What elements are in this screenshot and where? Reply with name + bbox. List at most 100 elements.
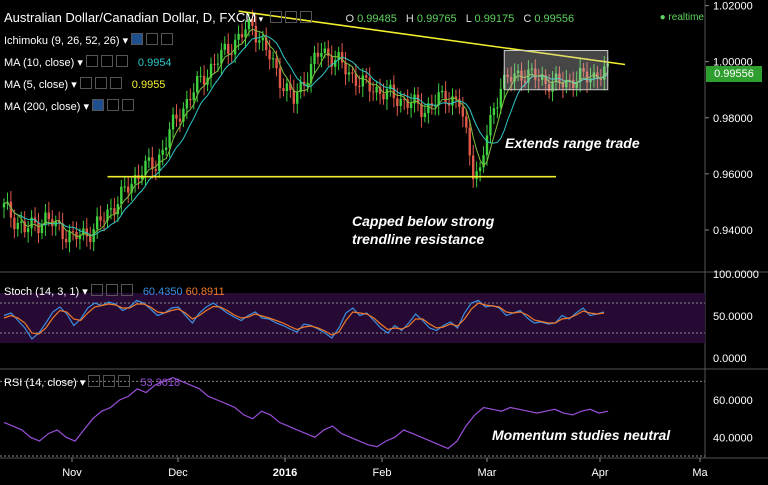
candle-body: [420, 103, 423, 118]
candle-body: [572, 79, 575, 89]
candle-body: [558, 73, 561, 82]
show-icon[interactable]: [131, 33, 144, 45]
candle-body: [534, 68, 537, 80]
candle-body: [71, 231, 75, 233]
realtime-dot-icon: ●: [659, 12, 666, 23]
candle-body: [78, 235, 82, 240]
candle-body: [461, 107, 465, 117]
candle-body: [406, 99, 409, 108]
close-icon[interactable]: [115, 55, 128, 67]
legend-rsi[interactable]: RSI (14, close) ▾ 53.3018: [4, 375, 180, 389]
candle-body: [44, 212, 47, 226]
show-icon[interactable]: [88, 375, 101, 387]
candle-body: [468, 127, 471, 156]
realtime-indicator[interactable]: ● realtime: [660, 12, 704, 23]
time-tick-label: Mar: [478, 467, 497, 479]
candle-body: [334, 59, 337, 67]
candle-body: [485, 135, 489, 156]
candle-body: [95, 216, 99, 230]
candle-body: [413, 94, 416, 104]
candle-body: [323, 48, 327, 54]
candle-body: [603, 66, 606, 80]
chevron-down-icon[interactable]: ▾: [77, 57, 83, 69]
chevron-down-icon[interactable]: ▾: [82, 286, 88, 298]
candle-body: [113, 208, 116, 215]
legend-ma5[interactable]: MA (5, close) ▾ 0.9955: [4, 77, 165, 91]
candle-body: [185, 99, 189, 109]
candle-body: [392, 84, 396, 99]
chevron-down-icon[interactable]: ▾: [122, 35, 129, 47]
settings-icon[interactable]: [146, 33, 159, 45]
candle-body: [389, 84, 392, 90]
legend-ichimoku[interactable]: Ichimoku (9, 26, 52, 26) ▾: [4, 33, 174, 47]
candle-body: [109, 208, 113, 210]
close-icon[interactable]: [118, 375, 131, 387]
candle-body: [151, 157, 154, 170]
chevron-down-icon[interactable]: ▾: [79, 377, 86, 389]
chevron-down-icon[interactable]: ▾: [83, 101, 90, 113]
legend-ma10[interactable]: MA (10, close) ▾ 0.9954: [4, 55, 172, 69]
candle-body: [116, 204, 120, 215]
close-value: 0.99556: [534, 13, 575, 25]
close-icon[interactable]: [161, 33, 174, 45]
rsi-pane: [0, 376, 705, 457]
candle-body: [299, 81, 302, 93]
candle-body: [492, 108, 496, 115]
candle-body: [168, 129, 171, 148]
show-icon[interactable]: [269, 11, 282, 23]
settings-icon[interactable]: [103, 375, 116, 387]
close-icon[interactable]: [122, 99, 135, 111]
candle-body: [403, 99, 406, 101]
ma10-label: MA (10, close): [4, 57, 75, 69]
candle-body: [330, 55, 333, 67]
candle-body: [220, 49, 223, 64]
candle-body: [227, 43, 230, 54]
close-icon[interactable]: [299, 11, 312, 23]
stoch-label: Stoch (14, 3, 1): [4, 286, 80, 298]
ma5-value: 0.9955: [131, 79, 166, 91]
candle-body: [189, 99, 192, 101]
grid: [0, 0, 768, 459]
show-icon[interactable]: [92, 99, 105, 111]
candle-body: [199, 75, 202, 77]
candle-body: [444, 90, 447, 103]
show-icon[interactable]: [79, 77, 92, 89]
candle-body: [16, 222, 19, 230]
stoch-pane: [0, 299, 705, 340]
chevron-down-icon[interactable]: ▾: [256, 14, 264, 24]
candle-body: [344, 62, 347, 75]
show-icon[interactable]: [85, 55, 98, 67]
close-icon[interactable]: [109, 77, 122, 89]
candle-body: [565, 79, 568, 88]
candle-body: [527, 69, 530, 83]
settings-icon[interactable]: [100, 55, 113, 67]
chevron-down-icon[interactable]: ▾: [71, 79, 77, 91]
candle-body: [292, 90, 295, 104]
stoch-series-line: [3, 299, 605, 340]
settings-icon[interactable]: [107, 99, 120, 111]
last-price-badge: 0.99556: [706, 66, 762, 82]
candle-body: [13, 217, 16, 230]
candle-body: [382, 93, 385, 100]
legend-stoch[interactable]: Stoch (14, 3, 1) ▾ 60.4350 60.8911: [4, 284, 225, 298]
show-icon[interactable]: [90, 284, 103, 296]
settings-icon[interactable]: [284, 11, 297, 23]
settings-icon[interactable]: [94, 77, 107, 89]
candle-body: [223, 43, 226, 50]
candle-body: [385, 89, 389, 100]
settings-icon[interactable]: [105, 284, 118, 296]
candle-body: [233, 39, 237, 55]
close-icon[interactable]: [120, 284, 133, 296]
candle-body: [258, 40, 261, 43]
candle-body: [427, 103, 430, 114]
candle-body: [454, 96, 458, 99]
candle-body: [541, 75, 544, 80]
legend-ma200[interactable]: MA (200, close) ▾: [4, 99, 135, 113]
annotation-capped-line-1: Capped below strong: [352, 213, 495, 229]
candle-body: [192, 92, 195, 101]
time-axis: Nov Dec 2016 Feb Mar Apr Ma: [62, 458, 709, 479]
candle-body: [2, 203, 6, 208]
time-tick-label: Apr: [591, 467, 608, 479]
candle-body: [127, 186, 130, 193]
